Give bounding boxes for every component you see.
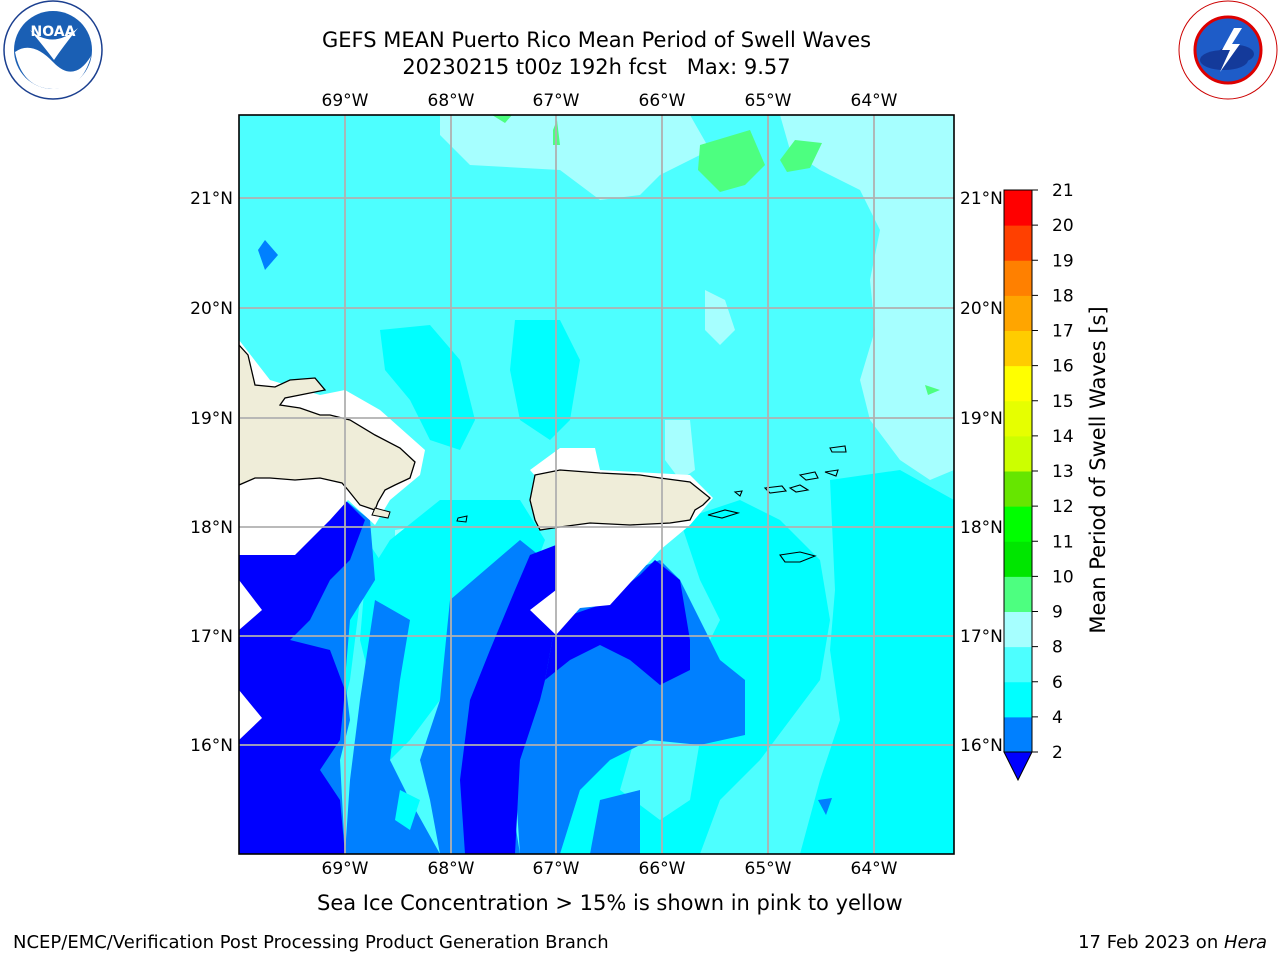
colorbar-tick-label: 17 xyxy=(1052,322,1074,342)
lon-tick-label: 69°W xyxy=(322,91,369,111)
lat-labels-right: 21°N 20°N 19°N 18°N 17°N 16°N xyxy=(960,189,1003,756)
colorbar xyxy=(1003,189,1033,782)
colorbar-segment xyxy=(1004,576,1032,612)
field-8to9-east xyxy=(780,115,954,480)
noaa-logo-text: NOAA xyxy=(31,24,76,40)
field-layer xyxy=(239,115,954,854)
colorbar-segment xyxy=(1004,506,1032,542)
footer-date-text: 17 Feb 2023 on xyxy=(1078,932,1224,953)
colorbar-segment xyxy=(1004,681,1032,718)
colorbar-segment xyxy=(1004,611,1032,648)
nws-logo-icon xyxy=(1178,0,1278,100)
footer-host: Hera xyxy=(1223,932,1267,953)
lon-tick-label: 64°W xyxy=(851,859,898,879)
colorbar-extend-min xyxy=(1003,751,1033,782)
lon-tick-label: 65°W xyxy=(745,859,792,879)
lat-tick-label: 17°N xyxy=(190,627,233,647)
colorbar-title: Mean Period of Swell Waves [s] xyxy=(1086,306,1110,634)
land-hispaniola xyxy=(239,344,416,511)
lon-tick-label: 68°W xyxy=(428,859,475,879)
field-lt2-west xyxy=(239,500,365,640)
lon-labels-bottom: 69°W 68°W 67°W 66°W 65°W 64°W xyxy=(322,859,898,879)
colorbar-tick-label: 12 xyxy=(1052,497,1074,517)
lat-labels-left: 21°N 20°N 19°N 18°N 17°N 16°N xyxy=(190,189,233,756)
lon-tick-label: 67°W xyxy=(533,91,580,111)
colorbar-tick-label: 14 xyxy=(1052,427,1074,447)
lon-tick-label: 64°W xyxy=(851,91,898,111)
colorbar-tick-label: 9 xyxy=(1052,603,1063,623)
colorbar-tick-label: 11 xyxy=(1052,532,1074,552)
map-subtitle: 20230215 t00z 192h fcst Max: 9.57 xyxy=(402,55,791,79)
colorbar-tick-label: 8 xyxy=(1052,638,1063,658)
lon-tick-label: 68°W xyxy=(428,91,475,111)
lat-tick-label: 18°N xyxy=(190,518,233,538)
colorbar-tick-label: 10 xyxy=(1052,567,1074,587)
map-frame xyxy=(238,114,955,855)
lat-tick-label: 20°N xyxy=(190,299,233,319)
colorbar-segment xyxy=(1004,646,1032,683)
lat-tick-label: 17°N xyxy=(960,627,1003,647)
map-title: GEFS MEAN Puerto Rico Mean Period of Swe… xyxy=(321,28,872,52)
lon-tick-label: 66°W xyxy=(639,91,686,111)
colorbar-segment xyxy=(1004,295,1032,331)
lat-tick-label: 19°N xyxy=(960,409,1003,429)
colorbar-tick-label: 4 xyxy=(1052,708,1063,728)
lon-tick-label: 66°W xyxy=(639,859,686,879)
colorbar-segment xyxy=(1004,190,1032,226)
land-virgin-islands xyxy=(707,445,847,563)
colorbar-tick-label: 20 xyxy=(1052,216,1074,236)
colorbar-tick-label: 6 xyxy=(1052,673,1063,693)
lat-tick-label: 21°N xyxy=(190,189,233,209)
graticule xyxy=(239,115,954,854)
lon-labels-top: 69°W 68°W 67°W 66°W 65°W 64°W xyxy=(322,91,898,111)
lon-tick-label: 65°W xyxy=(745,91,792,111)
field-8to9-north xyxy=(440,115,710,200)
lat-tick-label: 18°N xyxy=(960,518,1003,538)
colorbar-segment xyxy=(1004,716,1032,753)
lat-tick-label: 16°N xyxy=(960,736,1003,756)
colorbar-tick-label: 2 xyxy=(1052,743,1063,763)
colorbar-segment xyxy=(1004,541,1032,577)
colorbar-tick-label: 19 xyxy=(1052,251,1074,271)
colorbar-tick-label: 21 xyxy=(1052,181,1074,201)
lon-tick-label: 67°W xyxy=(533,859,580,879)
lat-tick-label: 16°N xyxy=(190,736,233,756)
footer-credit: NCEP/EMC/Verification Post Processing Pr… xyxy=(13,932,609,953)
field-lt2-center xyxy=(460,545,556,854)
colorbar-tick-label: 18 xyxy=(1052,286,1074,306)
land-puerto-rico xyxy=(529,469,711,531)
colorbar-labels: 2 4 6 8 9 10 11 12 13 14 15 16 17 18 19 20 21 xyxy=(1032,181,1074,763)
colorbar-segment xyxy=(1004,330,1032,367)
colorbar-segment xyxy=(1004,435,1032,472)
lat-tick-label: 20°N xyxy=(960,299,1003,319)
noaa-logo-icon: NOAA xyxy=(3,0,103,100)
colorbar-segment xyxy=(1004,400,1032,437)
footer-date: 17 Feb 2023 on Hera xyxy=(1078,932,1267,953)
colorbar-segment xyxy=(1004,365,1032,402)
colorbar-tick-label: 16 xyxy=(1052,357,1074,377)
lat-tick-label: 19°N xyxy=(190,409,233,429)
field-9to10 xyxy=(698,130,765,192)
colorbar-segment xyxy=(1004,225,1032,261)
colorbar-segment xyxy=(1004,471,1032,507)
colorbar-tick-label: 13 xyxy=(1052,462,1074,482)
colorbar-segment xyxy=(1004,260,1032,296)
colorbar-tick-label: 15 xyxy=(1052,392,1074,412)
lon-tick-label: 69°W xyxy=(322,859,369,879)
lat-tick-label: 21°N xyxy=(960,189,1003,209)
